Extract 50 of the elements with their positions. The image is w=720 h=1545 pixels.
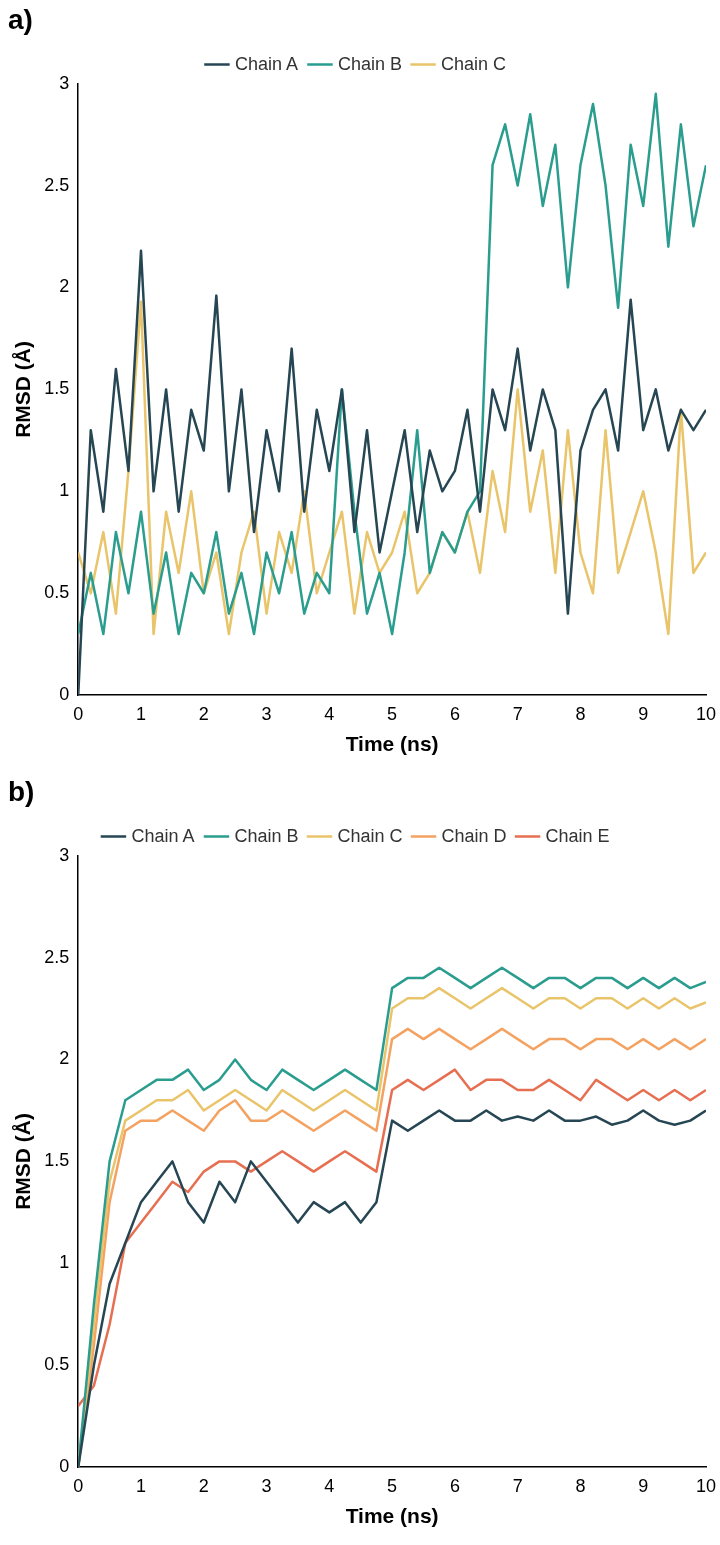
y-tick-label: 0 <box>59 684 70 705</box>
x-tick-label: 4 <box>324 703 335 724</box>
x-tick-label: 1 <box>135 703 147 724</box>
y-tick-label: 1 <box>59 480 70 501</box>
legend-label: Chain B <box>337 53 403 74</box>
x-tick-label: 6 <box>449 703 460 724</box>
y-tick-label: 0 <box>59 1456 70 1477</box>
x-tick-label: 2 <box>198 703 209 724</box>
x-tick-label: 9 <box>638 1475 649 1496</box>
x-tick-label: 5 <box>387 703 398 724</box>
legend-label: Chain A <box>234 53 298 74</box>
y-tick-label: 3 <box>59 844 70 865</box>
x-tick-label: 7 <box>512 1475 523 1496</box>
x-tick-label: 6 <box>449 1475 460 1496</box>
x-tick-label: 8 <box>575 703 586 724</box>
x-tick-label: 5 <box>387 1475 398 1496</box>
y-tick-label: 1.5 <box>44 1150 70 1171</box>
y-tick-label: 1.5 <box>44 378 70 399</box>
x-axis-title: Time (ns) <box>345 732 439 756</box>
y-tick-label: 0.5 <box>44 582 70 603</box>
legend-label: Chain D <box>441 825 507 846</box>
legend-label: Chain A <box>131 825 195 846</box>
y-axis-title: RMSD (Å) <box>11 340 35 438</box>
x-tick-label: 10 <box>695 1475 717 1496</box>
x-tick-label: 7 <box>512 703 523 724</box>
x-axis-title: Time (ns) <box>345 1504 439 1528</box>
y-tick-label: 2.5 <box>44 174 70 195</box>
chart-title: b) <box>8 775 35 807</box>
x-tick-label: 8 <box>575 1475 586 1496</box>
x-tick-label: 2 <box>198 1475 209 1496</box>
x-tick-label: 10 <box>695 703 717 724</box>
x-tick-label: 0 <box>73 703 84 724</box>
legend-label: Chain E <box>545 825 610 846</box>
legend-label: Chain C <box>337 825 403 846</box>
legend-label: Chain C <box>441 53 507 74</box>
x-tick-label: 3 <box>261 703 272 724</box>
y-tick-label: 2 <box>59 276 70 297</box>
x-tick-label: 3 <box>261 1475 272 1496</box>
legend-label: Chain B <box>234 825 299 846</box>
x-tick-label: 1 <box>135 1475 147 1496</box>
y-axis-title: RMSD (Å) <box>11 1112 35 1210</box>
x-tick-label: 4 <box>324 1475 335 1496</box>
y-tick-label: 2.5 <box>44 946 70 967</box>
y-tick-label: 1 <box>59 1252 70 1273</box>
y-tick-label: 3 <box>59 72 70 93</box>
x-tick-label: 0 <box>73 1475 84 1496</box>
y-tick-label: 2 <box>59 1048 70 1069</box>
x-tick-label: 9 <box>638 703 649 724</box>
y-tick-label: 0.5 <box>44 1354 70 1375</box>
chart-title: a) <box>8 3 33 35</box>
